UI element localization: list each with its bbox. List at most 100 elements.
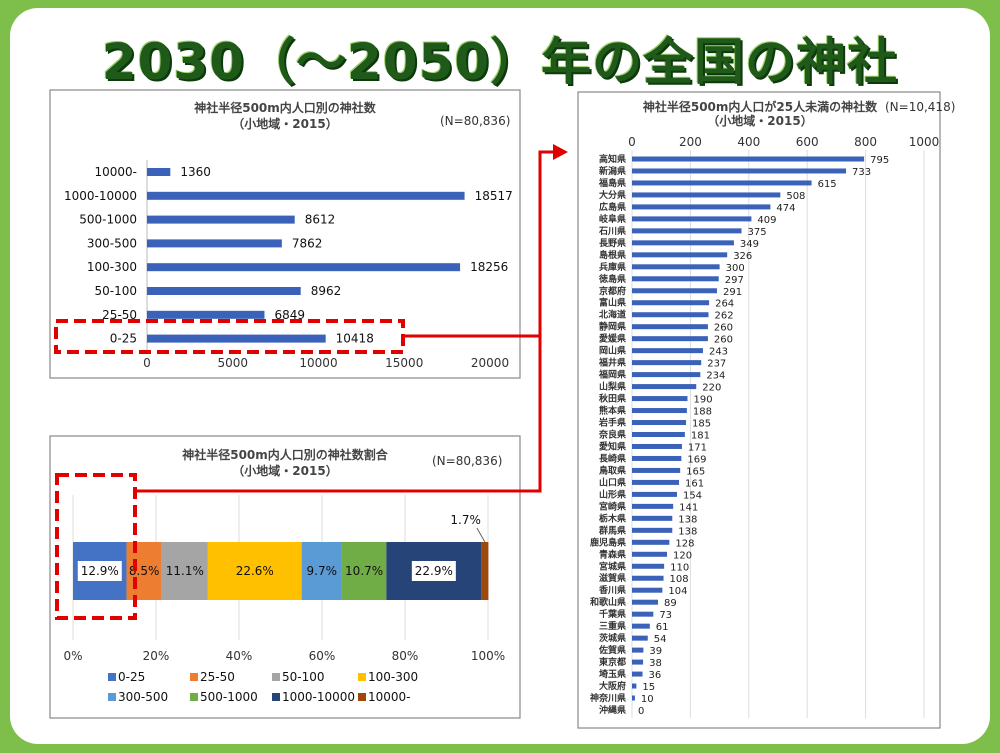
chart2-subtitle: （小地域・2015） (232, 463, 337, 478)
chart3-subtitle: （小地域・2015） (707, 113, 812, 128)
bar (632, 312, 709, 318)
connector-line-count (403, 150, 555, 338)
bar (632, 180, 812, 186)
data-label: 120 (673, 550, 692, 561)
category-label: 1000-10000 (64, 189, 137, 203)
prefecture-label: 奈良県 (598, 429, 626, 441)
chart1-title: 神社半径500m内人口別の神社数 (194, 100, 377, 115)
prefecture-label: 山梨県 (599, 381, 626, 393)
bar (632, 539, 670, 545)
bar (632, 276, 719, 282)
bar (632, 599, 658, 605)
bar (632, 479, 680, 485)
prefecture-label: 鳥取県 (599, 464, 626, 476)
bar (632, 396, 688, 402)
x-tick-label: 1000 (909, 135, 940, 149)
data-label: 795 (870, 155, 889, 166)
bar (632, 240, 734, 246)
bar (632, 491, 677, 497)
bar (632, 288, 717, 294)
bar (632, 360, 702, 366)
x-tick-label: 0% (63, 649, 82, 663)
data-label: 375 (748, 227, 767, 238)
segment-300-500 (301, 542, 342, 600)
legend-swatch (190, 673, 198, 681)
data-label: 38 (649, 658, 662, 669)
data-label: 1.7% (450, 513, 481, 527)
data-label: 165 (686, 466, 705, 477)
bar (632, 443, 682, 449)
data-label: 89 (664, 598, 677, 609)
legend-swatch (358, 693, 366, 701)
bar (632, 300, 710, 306)
bar (147, 287, 301, 295)
legend-swatch (272, 673, 280, 681)
bar (632, 192, 781, 198)
slide-title: 2030（～2050）年の全国の神社 (101, 33, 899, 91)
data-label: 11.1% (166, 564, 204, 578)
legend-entry: 300-500 (118, 690, 168, 704)
category-label: 10000- (94, 165, 137, 179)
chart2-note: (N=80,836) (432, 454, 502, 468)
segment-50-100 (161, 542, 208, 600)
prefecture-label: 東京都 (599, 656, 626, 668)
prefecture-label: 広島県 (599, 201, 626, 213)
segment-10000- (481, 542, 489, 600)
highlight-box-share (55, 473, 137, 620)
data-label: 73 (659, 610, 672, 621)
data-label-box (411, 561, 456, 581)
data-label: 110 (670, 562, 689, 573)
data-label: 409 (757, 215, 776, 226)
prefecture-label: 長崎県 (599, 452, 626, 464)
chart3-note: (N=10,418) (885, 100, 955, 114)
bar (632, 168, 847, 174)
data-label: 22.6% (236, 564, 274, 578)
legend-entry: 50-100 (282, 670, 325, 684)
data-label: 36 (649, 670, 662, 681)
bar (632, 372, 701, 378)
connector-line-share (135, 336, 542, 493)
bar (632, 647, 644, 653)
bar (632, 348, 703, 354)
data-label: 171 (688, 442, 707, 453)
x-tick-label: 0 (143, 356, 151, 370)
prefecture-label: 宮城県 (599, 560, 626, 572)
prefecture-label: 茨城県 (599, 632, 626, 644)
prefecture-label: 和歌山県 (589, 596, 626, 608)
prefecture-label: 岡山県 (599, 345, 626, 357)
leader-line (476, 527, 486, 543)
chart3-title: 神社半径500m内人口が25人未満の神社数 (643, 99, 878, 114)
x-tick-label: 800 (854, 135, 877, 149)
data-label: 138 (678, 514, 697, 525)
legend-swatch (108, 673, 116, 681)
prefecture-label: 石川県 (598, 226, 626, 237)
bar (147, 334, 326, 343)
bar (632, 695, 635, 701)
prefecture-label: 静岡県 (599, 321, 626, 333)
data-label: 260 (714, 335, 733, 346)
bar (147, 168, 171, 176)
x-tick-label: 10000 (299, 356, 337, 370)
prefecture-label: 岩手県 (598, 417, 626, 429)
bar (632, 420, 687, 426)
legend-entry: 100-300 (368, 670, 418, 684)
bar (632, 432, 685, 437)
prefecture-label: 福島県 (598, 177, 626, 189)
data-label: 6849 (274, 308, 305, 322)
x-tick-label: 600 (796, 135, 819, 149)
bar (632, 659, 644, 665)
prefecture-label: 愛知県 (599, 440, 626, 452)
x-tick-label: 5000 (217, 356, 248, 370)
data-label: 108 (670, 574, 689, 585)
prefecture-label: 大分県 (599, 189, 626, 201)
data-label: 0 (638, 706, 644, 717)
prefecture-label: 愛媛県 (599, 333, 626, 345)
data-label-box (77, 561, 122, 581)
prefecture-label: 三重県 (599, 620, 626, 632)
chart2-plot: 0% 20% 40% 60% 80% 100%12.9% 8.5% 11.1% 22.6% 9.7… (63, 495, 505, 704)
chart2-title: 神社半径500m内人口別の神社数割合 (182, 447, 389, 462)
data-label: 181 (691, 431, 710, 442)
bar (632, 683, 637, 689)
bar (632, 216, 752, 222)
arrow-head-icon (553, 144, 568, 160)
